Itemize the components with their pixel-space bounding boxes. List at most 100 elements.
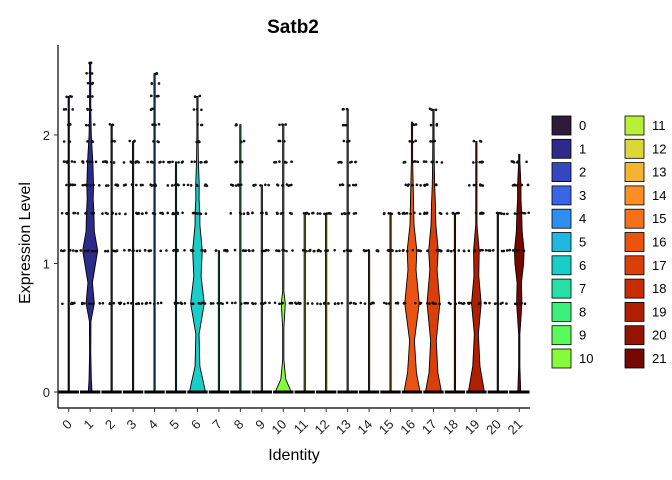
data-point — [101, 160, 105, 164]
data-point — [106, 249, 110, 253]
data-point — [419, 249, 422, 253]
data-point — [338, 183, 342, 187]
data-point — [85, 72, 88, 75]
data-point — [440, 161, 444, 164]
data-point — [108, 122, 112, 126]
data-point — [406, 184, 410, 187]
data-point — [135, 249, 139, 253]
data-point — [196, 212, 199, 215]
y-axis: 0 1 2 — [43, 45, 59, 408]
data-point — [132, 249, 135, 252]
data-point — [515, 161, 519, 164]
data-point — [112, 161, 116, 164]
data-point — [66, 212, 69, 216]
data-point — [449, 302, 452, 306]
data-point — [341, 123, 345, 127]
data-point — [457, 249, 461, 252]
data-point — [172, 249, 175, 252]
data-point — [431, 160, 435, 164]
data-point — [152, 302, 156, 306]
data-point — [85, 160, 89, 163]
data-point — [251, 301, 254, 305]
x-tick-label: 21 — [505, 417, 526, 438]
data-point — [73, 301, 76, 305]
data-point — [515, 302, 519, 306]
legend-swatch — [551, 325, 572, 346]
legend-swatch — [551, 348, 572, 369]
data-point — [515, 184, 519, 187]
data-point — [118, 212, 121, 215]
data-point — [416, 160, 420, 164]
data-point — [159, 249, 163, 253]
legend-item-9: 9 — [551, 325, 586, 346]
data-point — [398, 249, 401, 253]
data-point — [237, 184, 240, 187]
data-point — [63, 160, 66, 164]
data-point — [414, 301, 417, 305]
data-point — [515, 212, 519, 216]
data-point — [87, 302, 91, 306]
data-point — [505, 302, 508, 305]
legend-item-3: 3 — [551, 185, 586, 206]
data-point — [229, 183, 233, 187]
x-tick-label: 7 — [209, 417, 225, 433]
data-point — [81, 160, 85, 163]
data-point — [488, 301, 491, 305]
data-point — [82, 302, 86, 305]
data-point — [87, 124, 91, 127]
data-point — [183, 248, 186, 252]
legend-swatch — [624, 325, 645, 346]
violin-group-10 — [273, 123, 294, 394]
data-point — [382, 212, 386, 216]
data-point — [239, 302, 243, 306]
data-point — [62, 108, 66, 111]
data-point — [445, 212, 449, 215]
data-point — [86, 81, 90, 85]
data-point — [371, 301, 374, 305]
data-point — [402, 248, 405, 252]
data-point — [345, 140, 349, 143]
data-point — [517, 249, 521, 252]
violin-group-0 — [58, 95, 80, 394]
data-point — [98, 302, 102, 305]
data-point — [285, 183, 289, 186]
data-point — [106, 184, 110, 187]
data-point — [312, 249, 316, 253]
violin-9 — [260, 184, 263, 393]
data-point — [89, 108, 93, 112]
violin-11 — [303, 212, 306, 393]
data-point — [244, 249, 248, 252]
data-point — [225, 301, 229, 305]
violin-group-8 — [229, 123, 251, 394]
legend-item-2: 2 — [551, 162, 586, 183]
data-point — [316, 302, 319, 305]
x-axis-title: Identity — [268, 447, 320, 464]
data-point — [342, 107, 345, 111]
x-tick-label: 4 — [145, 417, 161, 433]
data-point — [527, 211, 530, 215]
data-point — [511, 249, 515, 252]
x-tick-label: 5 — [166, 417, 182, 433]
data-point — [396, 301, 400, 305]
data-point — [73, 160, 76, 164]
data-point — [65, 183, 68, 187]
data-point — [234, 301, 237, 305]
legend-swatch — [624, 278, 645, 299]
legend-label: 20 — [652, 328, 666, 343]
violin-group-2 — [101, 122, 123, 394]
data-point — [385, 302, 388, 305]
data-point — [193, 160, 196, 164]
x-tick-label: 19 — [462, 417, 483, 438]
data-point — [94, 160, 98, 164]
x-tick-label: 6 — [188, 417, 204, 433]
legend-item-12: 12 — [624, 138, 666, 159]
data-point — [176, 301, 180, 305]
legend-item-8: 8 — [551, 301, 586, 322]
data-point — [259, 184, 262, 187]
data-point — [240, 160, 244, 164]
legend-swatch — [551, 255, 572, 276]
data-point — [510, 160, 514, 163]
data-point — [92, 183, 95, 187]
data-point — [522, 249, 526, 253]
data-point — [159, 160, 162, 164]
